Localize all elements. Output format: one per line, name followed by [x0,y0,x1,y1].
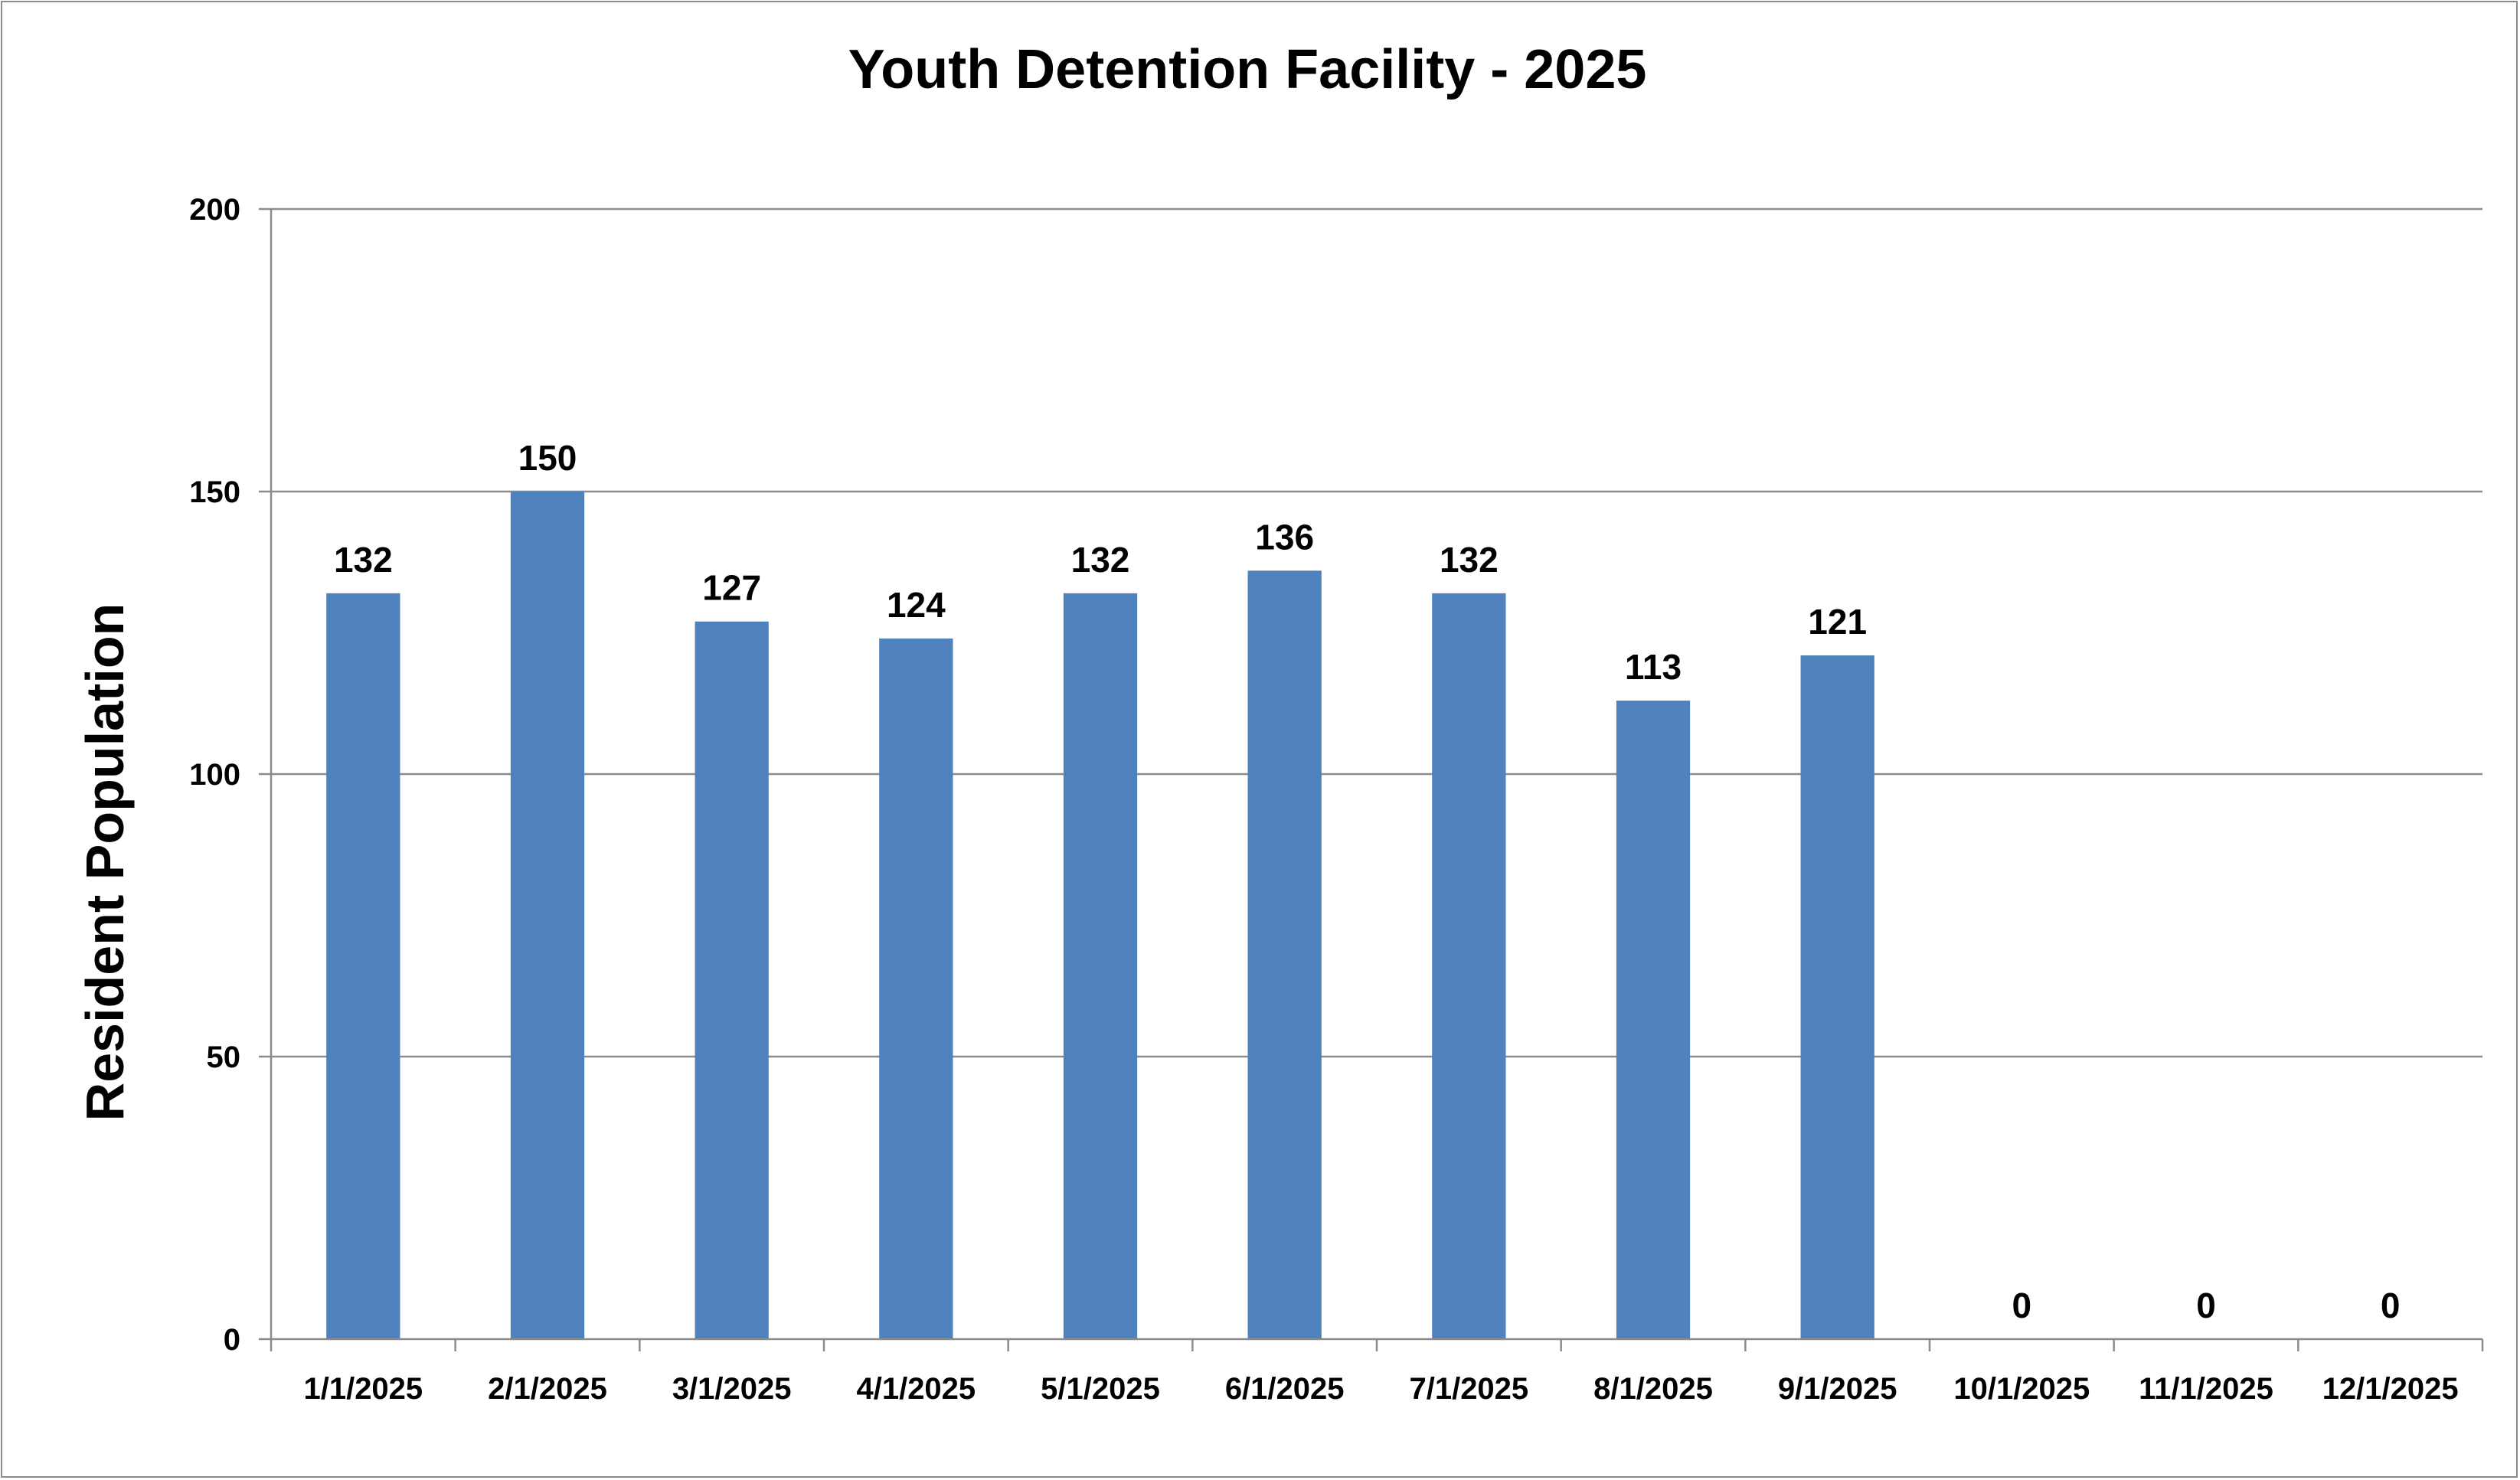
y-tick-label: 100 [189,758,240,792]
bar [879,638,953,1339]
x-tick-label: 4/1/2025 [856,1372,976,1406]
data-label: 127 [702,568,761,608]
bar [1063,593,1138,1339]
x-tick-label: 10/1/2025 [1953,1372,2090,1406]
x-tick-label: 11/1/2025 [2139,1372,2273,1406]
data-labels: 132 150 127 124 132 136 132 113 121 0 0 0 [334,438,2401,1325]
y-tick-label: 150 [189,475,240,509]
data-label: 124 [887,585,946,625]
x-tick-label: 7/1/2025 [1409,1372,1528,1406]
data-label: 113 [1625,647,1682,687]
bar [1432,593,1506,1339]
x-tick-label: 2/1/2025 [488,1372,607,1406]
bar [1800,655,1874,1339]
chart-title: Youth Detention Facility - 2025 [848,39,1647,100]
data-label: 0 [2012,1286,2032,1325]
bars [326,492,1874,1339]
bar [695,621,769,1339]
gridlines [271,207,2482,1058]
data-label: 132 [334,540,393,580]
x-tick-label: 8/1/2025 [1593,1372,1713,1406]
x-tick-label: 6/1/2025 [1225,1372,1345,1406]
data-label: 136 [1255,517,1314,557]
x-tick-label: 1/1/2025 [303,1372,423,1406]
data-label: 121 [1808,602,1867,642]
bar [1616,701,1691,1339]
y-tick-label: 50 [207,1041,241,1074]
data-label: 150 [518,438,577,478]
data-label: 132 [1440,540,1499,580]
axes: 0 50 100 150 200 1/1/2025 2/1/2025 3/1/2025 4/1/… [189,193,2484,1406]
data-label: 132 [1071,540,1130,580]
x-tick-label: 9/1/2025 [1778,1372,1897,1406]
data-label: 0 [2381,1286,2401,1325]
data-label: 0 [2196,1286,2216,1325]
y-axis-label: Resident Population [75,603,135,1122]
x-tick-label: 3/1/2025 [672,1372,792,1406]
y-tick-label: 0 [224,1323,240,1357]
y-tick-label: 200 [189,193,240,227]
bar [1247,570,1322,1339]
bar [510,492,585,1339]
x-tick-label: 5/1/2025 [1041,1372,1160,1406]
bar [326,593,400,1339]
x-tick-label: 12/1/2025 [2322,1372,2459,1406]
